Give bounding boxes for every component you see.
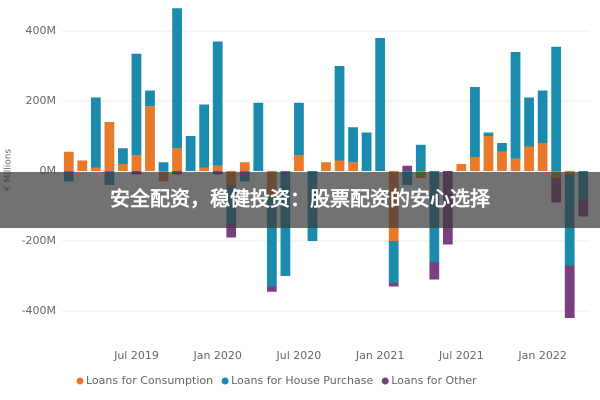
bar-segment — [172, 8, 182, 149]
bar-segment — [415, 144, 426, 171]
legend-label: Loans for Consumption — [86, 374, 213, 387]
bar-segment — [118, 148, 128, 164]
legend-marker — [76, 377, 84, 385]
y-axis-label: € Millions — [4, 149, 14, 192]
bar-segment — [524, 146, 534, 171]
bar-segment — [90, 167, 101, 171]
bar-segment — [77, 160, 88, 171]
bar-segment — [294, 102, 304, 156]
bar-segment — [388, 241, 399, 283]
bar-segment — [90, 97, 101, 168]
bar-segment — [212, 41, 223, 166]
banner-text: 安全配资，稳健投资：股票配资的安心选择 — [110, 186, 491, 210]
bar-segment — [239, 162, 250, 171]
bar-segment — [104, 122, 115, 171]
y-tick-label: 400M — [26, 24, 57, 37]
bar-segment — [537, 143, 548, 171]
bar-segment — [402, 165, 413, 171]
bar-segment — [497, 151, 507, 171]
bar-segment — [63, 151, 74, 171]
bar-segment — [348, 127, 358, 163]
legend: Loans for Consumption Loans for House Pur… — [76, 374, 477, 387]
bar-segment — [470, 157, 480, 171]
bar-segment — [266, 195, 277, 287]
legend-label: Loans for Other — [391, 374, 477, 387]
bar-segment — [510, 52, 521, 159]
x-tick-label: Jul 2019 — [113, 349, 159, 362]
y-tick-label: 200M — [26, 94, 57, 107]
bar-segment — [294, 155, 304, 171]
bar-segment — [321, 162, 331, 171]
y-tick-label: -200M — [22, 234, 56, 247]
bar-segment — [564, 265, 575, 318]
bar-segment — [145, 106, 155, 171]
y-tick-label: -400M — [22, 304, 56, 317]
x-tick-label: Jul 2020 — [276, 349, 322, 362]
bar-segment — [470, 87, 480, 157]
legend-label: Loans for House Purchase — [231, 374, 373, 387]
bar-segment — [510, 158, 521, 171]
bar-segment — [334, 66, 345, 161]
bar-segment — [226, 223, 237, 238]
bar-segment — [429, 262, 440, 280]
bar-segment — [483, 136, 494, 171]
x-tick-label: Jan 2021 — [355, 349, 404, 362]
bar-segment — [199, 167, 210, 171]
x-tick-label: Jan 2020 — [192, 349, 241, 362]
bar-segment — [266, 286, 277, 292]
banner — [0, 172, 600, 228]
bar-segment — [145, 90, 155, 107]
bar-segment — [212, 165, 223, 171]
bar-segment — [348, 162, 358, 171]
bar-segment — [483, 132, 494, 136]
bar-segment — [551, 46, 562, 171]
x-tick-label: Jul 2021 — [438, 349, 484, 362]
x-tick-label: Jan 2022 — [517, 349, 566, 362]
bar-segment — [131, 155, 142, 171]
bar-segment — [185, 136, 196, 171]
bar-segment — [118, 164, 128, 171]
bar-segment — [375, 38, 386, 171]
bar-segment — [456, 164, 467, 171]
legend-marker — [381, 377, 389, 385]
bar-segment — [172, 148, 182, 171]
bar-segment — [361, 132, 372, 171]
bar-segment — [334, 160, 345, 171]
bar-segment — [253, 102, 264, 171]
bar-segment — [158, 162, 169, 171]
bar-segment — [524, 97, 534, 147]
bar-segment — [497, 143, 507, 152]
legend-marker — [221, 377, 229, 385]
bar-segment — [388, 283, 399, 287]
bar-segment — [199, 104, 210, 168]
bar-segment — [537, 90, 548, 143]
bar-segment — [131, 53, 142, 156]
